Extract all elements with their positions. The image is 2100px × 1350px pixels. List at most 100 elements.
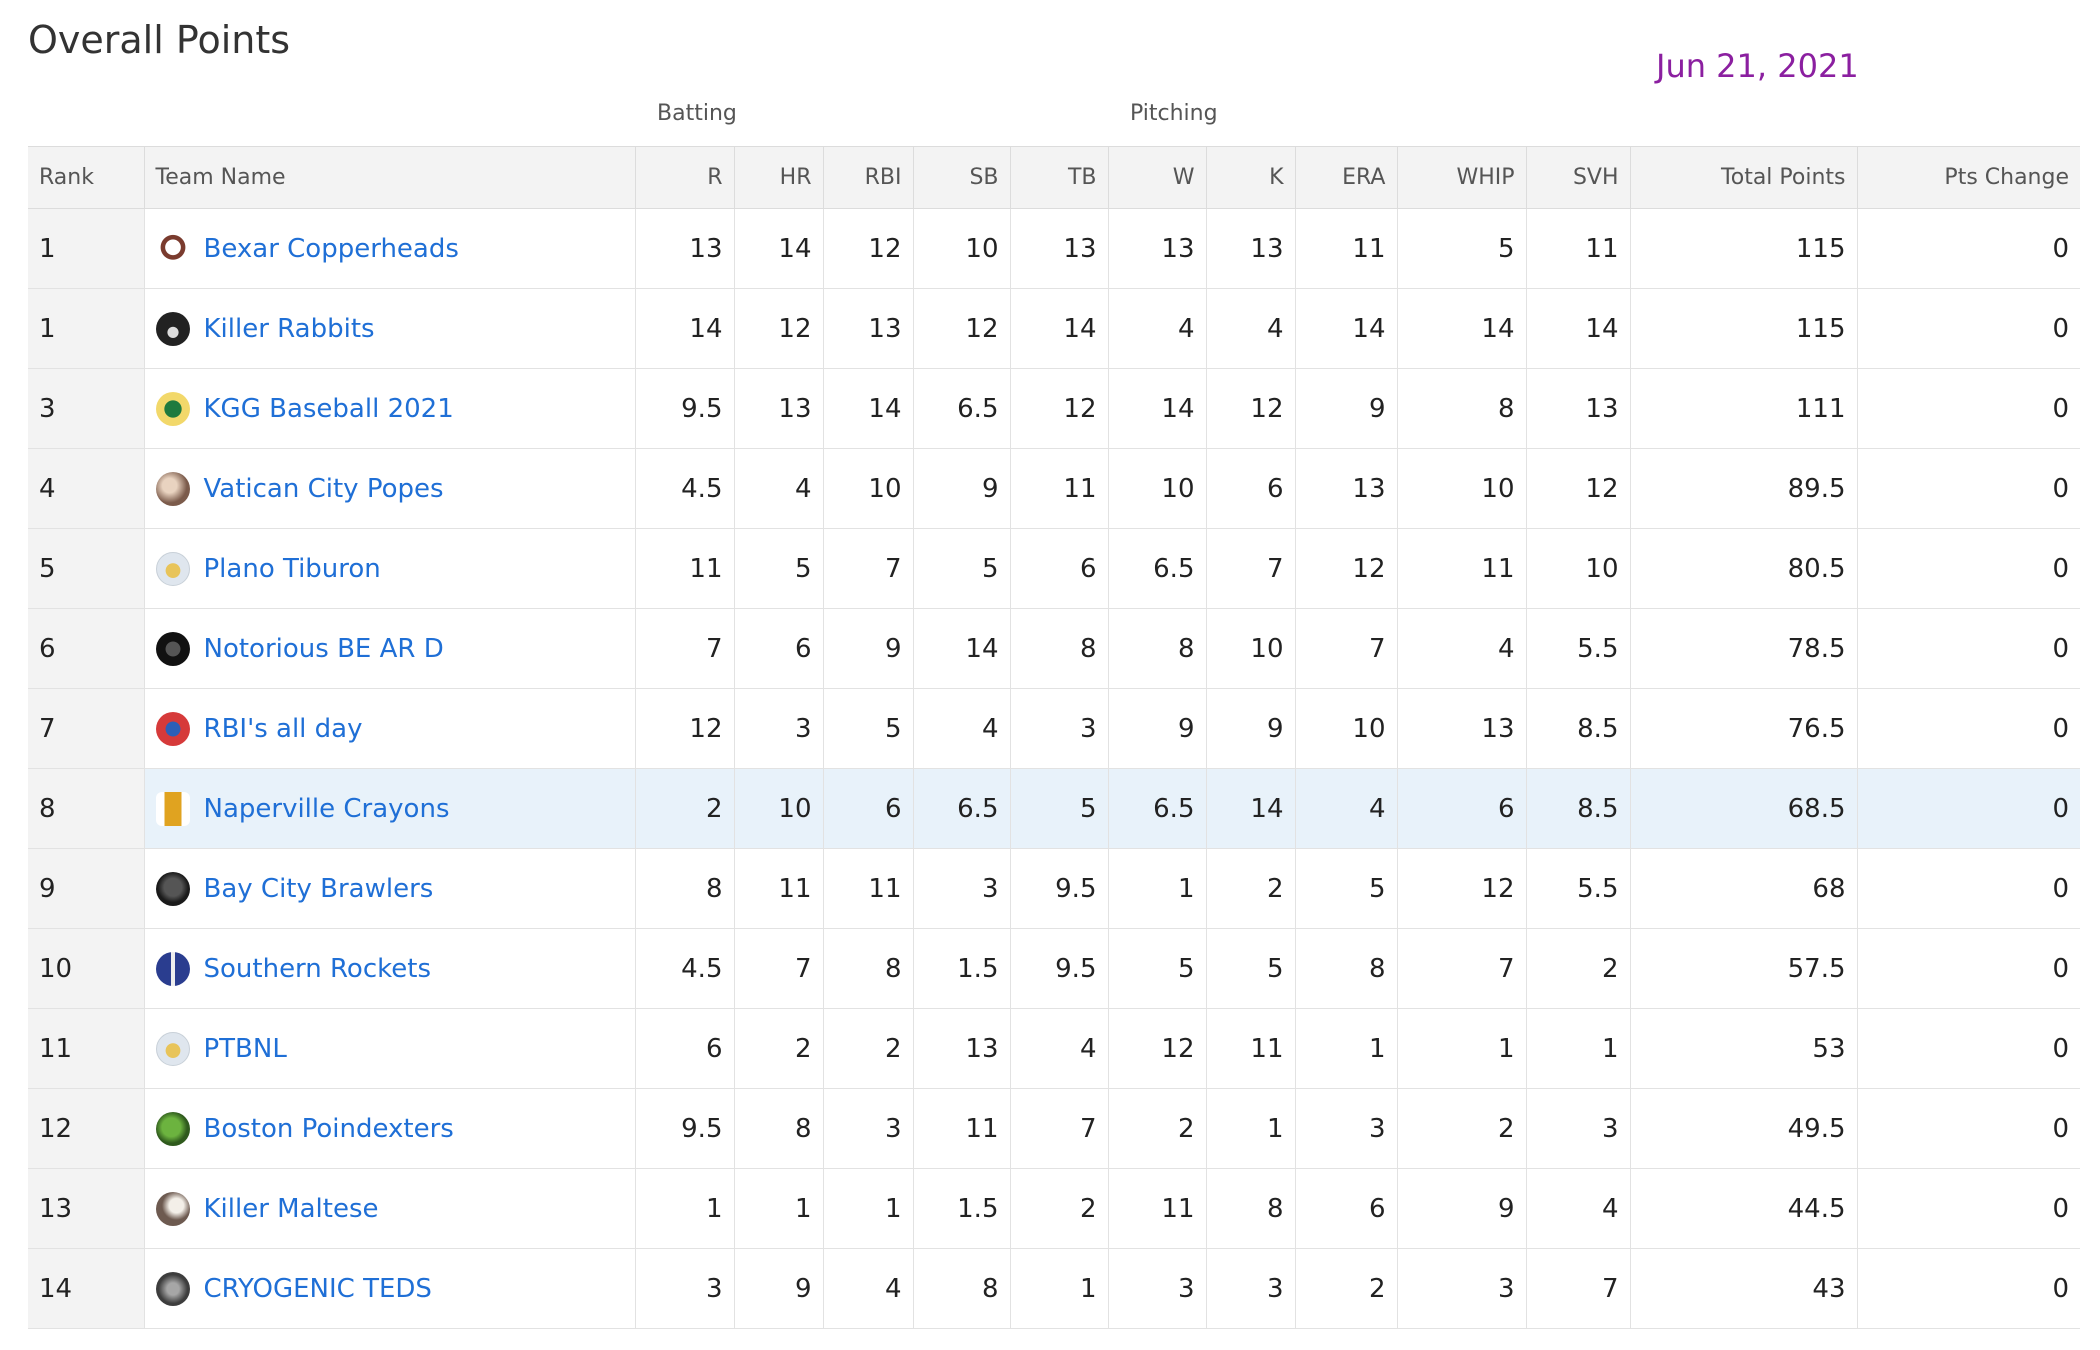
team-link[interactable]: PTBNL [203, 1033, 287, 1064]
team-link[interactable]: Naperville Crayons [203, 793, 450, 824]
stat-sb-cell: 5 [913, 528, 1011, 609]
crayon-logo-icon [155, 791, 190, 826]
stat-w-cell: 12 [1108, 1008, 1207, 1089]
stat-era-cell: 4 [1295, 768, 1398, 849]
rank-cell: 1 [28, 208, 145, 289]
stat-whip-cell: 14 [1397, 288, 1527, 369]
col-header-svh[interactable]: SVH [1526, 146, 1631, 209]
stat-tb-cell: 14 [1010, 288, 1109, 369]
col-header-total-points[interactable]: Total Points [1630, 146, 1858, 209]
stat-svh-cell: 3 [1526, 1088, 1631, 1169]
pts-change-cell: 0 [1857, 208, 2080, 289]
stat-hr-cell: 2 [734, 1008, 824, 1089]
stat-era-cell: 10 [1295, 688, 1398, 769]
team-link[interactable]: Plano Tiburon [203, 553, 381, 584]
col-header-hr[interactable]: HR [734, 146, 824, 209]
total-points-cell: 78.5 [1630, 608, 1858, 689]
team-link[interactable]: CRYOGENIC TEDS [203, 1273, 432, 1304]
col-header-tb[interactable]: TB [1010, 146, 1109, 209]
col-header-pts-change[interactable]: Pts Change [1857, 146, 2080, 209]
team-link[interactable]: Boston Poindexters [203, 1113, 454, 1144]
stat-w-cell: 8 [1108, 608, 1207, 689]
total-points-cell: 68.5 [1630, 768, 1858, 849]
stat-rbi-cell: 3 [823, 1088, 914, 1169]
stat-tb-cell: 9.5 [1010, 848, 1109, 929]
col-header-r[interactable]: R [635, 146, 735, 209]
stat-era-cell: 11 [1295, 208, 1398, 289]
stat-tb-cell: 3 [1010, 688, 1109, 769]
stat-rbi-cell: 13 [823, 288, 914, 369]
red-cap-logo-icon [155, 711, 190, 746]
stat-tb-cell: 6 [1010, 528, 1109, 609]
rank-cell: 12 [28, 1088, 145, 1169]
col-header-sb[interactable]: SB [913, 146, 1011, 209]
col-header-rbi[interactable]: RBI [823, 146, 914, 209]
col-header-whip[interactable]: WHIP [1397, 146, 1527, 209]
team-link[interactable]: Southern Rockets [203, 953, 432, 984]
stat-era-cell: 8 [1295, 928, 1398, 1009]
team-name-cell: Bexar Copperheads [144, 208, 636, 289]
stat-hr-cell: 3 [734, 688, 824, 769]
stat-sb-cell: 6.5 [913, 768, 1011, 849]
stat-sb-cell: 6.5 [913, 368, 1011, 449]
stat-svh-cell: 10 [1526, 528, 1631, 609]
stat-rbi-cell: 5 [823, 688, 914, 769]
team-link[interactable]: Killer Rabbits [203, 313, 375, 344]
total-points-cell: 80.5 [1630, 528, 1858, 609]
stat-w-cell: 6.5 [1108, 768, 1207, 849]
team-link[interactable]: KGG Baseball 2021 [203, 393, 454, 424]
team-name-cell: Killer Maltese [144, 1168, 636, 1249]
pts-change-cell: 0 [1857, 1088, 2080, 1169]
team-link[interactable]: RBI's all day [203, 713, 363, 744]
stat-k-cell: 10 [1206, 608, 1296, 689]
team-link[interactable]: Bay City Brawlers [203, 873, 434, 904]
team-name-cell: CRYOGENIC TEDS [144, 1248, 636, 1329]
team-name-cell: PTBNL [144, 1008, 636, 1089]
stat-whip-cell: 6 [1397, 768, 1527, 849]
standings-body: 1 Bexar Copperheads 13 14 12 10 13 13 13 11 5 11 115… [28, 208, 2080, 1329]
stat-w-cell: 4 [1108, 288, 1207, 369]
team-name-cell: Notorious BE AR D [144, 608, 636, 689]
pts-change-cell: 0 [1857, 1008, 2080, 1089]
stat-hr-cell: 14 [734, 208, 824, 289]
stat-rbi-cell: 9 [823, 608, 914, 689]
col-header-era[interactable]: ERA [1295, 146, 1398, 209]
pts-change-cell: 0 [1857, 848, 2080, 929]
team-name-cell: Naperville Crayons [144, 768, 636, 849]
stat-era-cell: 5 [1295, 848, 1398, 929]
stat-rbi-cell: 1 [823, 1168, 914, 1249]
table-row: 4 Vatican City Popes 4.5 4 10 9 11 10 6 13 10 12 89.… [28, 448, 2080, 529]
pts-change-cell: 0 [1857, 528, 2080, 609]
team-link[interactable]: Bexar Copperheads [203, 233, 459, 264]
pts-change-cell: 0 [1857, 768, 2080, 849]
rocket-logo-icon [155, 951, 190, 986]
stat-w-cell: 10 [1108, 448, 1207, 529]
stat-tb-cell: 11 [1010, 448, 1109, 529]
table-row: 7 RBI's all day 12 3 5 4 3 9 9 10 13 8.5 76.5 0 [28, 688, 2080, 769]
total-points-cell: 44.5 [1630, 1168, 1858, 1249]
pts-change-cell: 0 [1857, 688, 2080, 769]
col-header-team-name[interactable]: Team Name [144, 146, 636, 209]
team-link[interactable]: Killer Maltese [203, 1193, 379, 1224]
stat-whip-cell: 1 [1397, 1008, 1527, 1089]
stat-hr-cell: 8 [734, 1088, 824, 1169]
stat-era-cell: 7 [1295, 608, 1398, 689]
col-header-rank[interactable]: Rank [28, 146, 145, 209]
team-link[interactable]: Vatican City Popes [203, 473, 444, 504]
stat-hr-cell: 12 [734, 288, 824, 369]
total-points-cell: 53 [1630, 1008, 1858, 1089]
stat-w-cell: 2 [1108, 1088, 1207, 1169]
col-header-w[interactable]: W [1108, 146, 1207, 209]
stat-svh-cell: 8.5 [1526, 768, 1631, 849]
stat-r-cell: 3 [635, 1248, 735, 1329]
table-row: 13 Killer Maltese 1 1 1 1.5 2 11 8 6 9 4 44.5 0 [28, 1168, 2080, 1249]
stat-tb-cell: 13 [1010, 208, 1109, 289]
team-name-cell: Boston Poindexters [144, 1088, 636, 1169]
col-header-k[interactable]: K [1206, 146, 1296, 209]
table-row: 6 Notorious BE AR D 7 6 9 14 8 8 10 7 4 5.5 78.5 0 [28, 608, 2080, 689]
stat-sb-cell: 1.5 [913, 928, 1011, 1009]
team-link[interactable]: Notorious BE AR D [203, 633, 444, 664]
stat-sb-cell: 1.5 [913, 1168, 1011, 1249]
rank-cell: 10 [28, 928, 145, 1009]
pts-change-cell: 0 [1857, 368, 2080, 449]
